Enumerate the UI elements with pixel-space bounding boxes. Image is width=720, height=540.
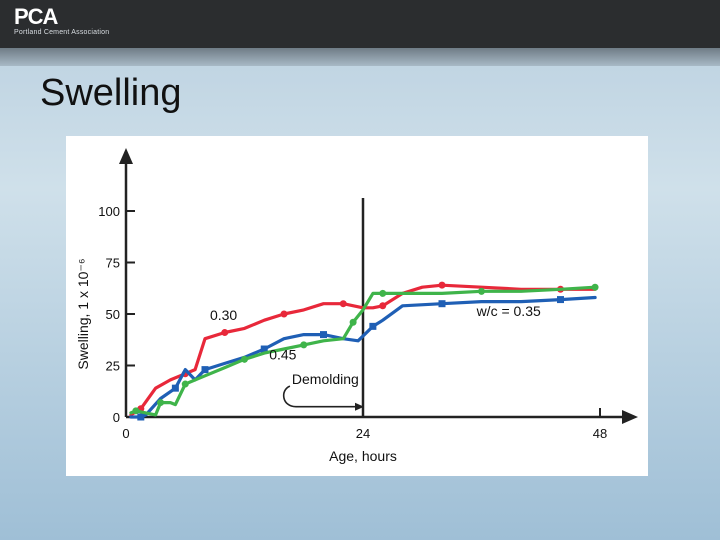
- series-marker-0: [379, 302, 387, 310]
- series-marker-1: [171, 384, 179, 392]
- series-marker-2: [181, 380, 189, 388]
- y-tick-label: 100: [98, 204, 120, 219]
- header-strip: [0, 48, 720, 66]
- series-marker-0: [221, 329, 229, 337]
- x-axis-title: Age, hours: [329, 448, 397, 464]
- series-marker-1: [201, 366, 209, 374]
- series-marker-2: [591, 283, 599, 291]
- logo-subtitle: Portland Cement Association: [14, 29, 110, 36]
- y-axis-arrow: [119, 148, 133, 164]
- series-marker-0: [280, 310, 288, 318]
- demolding-label: Demolding: [292, 371, 359, 387]
- chart-figure: 0 25 50 75 100 0 24 48 Age, hours Swelling, 1 x 1…: [66, 136, 648, 476]
- series-marker-2: [157, 399, 165, 407]
- series-label: 0.45: [269, 346, 296, 362]
- series-marker-2: [349, 318, 357, 326]
- x-tick-label: 24: [356, 426, 370, 441]
- y-tick-label: 0: [113, 410, 120, 425]
- series-marker-2: [300, 341, 308, 349]
- series-marker-1: [137, 413, 145, 421]
- y-tick-label: 50: [106, 307, 120, 322]
- series-marker-1: [320, 331, 327, 339]
- series-marker-2: [379, 289, 387, 297]
- header-bar: PCA Portland Cement Association: [0, 0, 720, 48]
- series-marker-1: [369, 322, 377, 330]
- pca-logo: PCA Portland Cement Association: [14, 6, 109, 37]
- demolding-arrow: [282, 385, 355, 408]
- y-tick-label: 25: [106, 359, 120, 374]
- series-marker-1: [438, 300, 446, 308]
- x-tick-label: 0: [122, 426, 129, 441]
- series-marker-0: [438, 281, 446, 289]
- series-marker-0: [339, 300, 347, 308]
- series-marker-2: [241, 355, 248, 363]
- series-label: 0.30: [210, 307, 237, 323]
- series-marker-2: [132, 407, 140, 415]
- wc-label: w/c = 0.35: [476, 303, 541, 319]
- y-tick-label: 75: [106, 256, 120, 271]
- series-marker-2: [478, 287, 485, 295]
- series-marker-1: [260, 345, 268, 353]
- demolding-arrowhead: [355, 402, 364, 411]
- y-axis-title: Swelling, 1 x 10⁻⁶: [75, 258, 91, 369]
- slide-title: Swelling: [40, 72, 182, 114]
- logo-mark: PCA: [14, 4, 58, 29]
- swelling-chart: 0 25 50 75 100 0 24 48 Age, hours Swelling, 1 x 1…: [75, 148, 638, 464]
- x-axis-arrow: [622, 410, 638, 424]
- x-tick-label: 48: [593, 426, 607, 441]
- series-marker-1: [557, 296, 564, 304]
